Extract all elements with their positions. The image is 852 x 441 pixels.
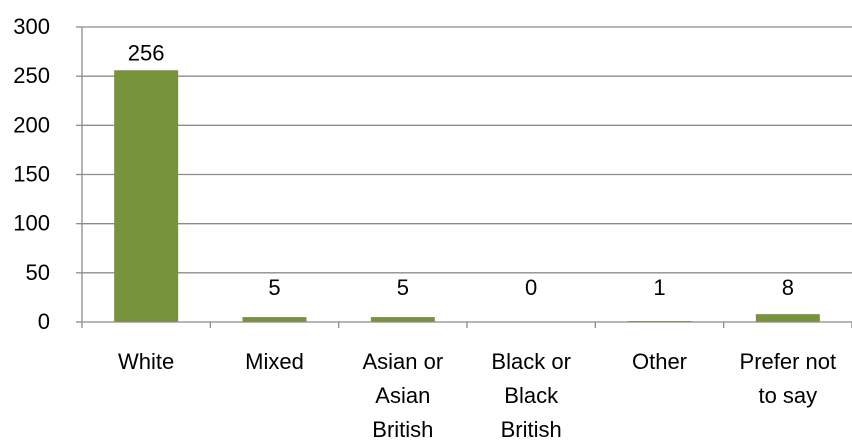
- y-tick-label-50: 50: [26, 260, 50, 285]
- gridlines: [82, 26, 852, 274]
- category-label-line: White: [118, 349, 174, 374]
- bar-prefer-not-to-say: [755, 314, 820, 322]
- y-tick-label-0: 0: [38, 309, 50, 334]
- category-label-line: Other: [632, 349, 687, 374]
- category-label-line: Asian: [375, 383, 430, 408]
- data-labels: 256 5 5 0 1 8: [128, 40, 794, 300]
- y-tick-label-100: 100: [13, 211, 50, 236]
- bar-white: [114, 70, 179, 323]
- category-label-line: Mixed: [245, 349, 304, 374]
- category-label-mixed: Mixed: [245, 349, 304, 374]
- data-label-other: 1: [653, 275, 665, 300]
- data-label-prefer-not-to-say: 8: [782, 275, 794, 300]
- y-tick-labels: 0 50 100 150 200 250 300: [13, 14, 50, 334]
- data-label-asian-or-asian-british: 5: [397, 275, 409, 300]
- category-label-line: Asian or: [362, 349, 443, 374]
- axes: [76, 26, 852, 328]
- category-label-line: British: [501, 417, 562, 441]
- category-label-other: Other: [632, 349, 687, 374]
- y-tick-label-300: 300: [13, 14, 50, 39]
- data-label-black-or-black-british: 0: [525, 275, 537, 300]
- y-tick-label-250: 250: [13, 63, 50, 88]
- bars: [114, 70, 820, 323]
- category-label-line: Black or: [491, 349, 570, 374]
- category-label-white: White: [118, 349, 174, 374]
- category-label-black-or-black-british: Black or Black British: [491, 349, 570, 441]
- category-label-line: Prefer not: [740, 349, 837, 374]
- data-label-white: 256: [128, 40, 165, 65]
- category-label-line: to say: [758, 383, 817, 408]
- data-label-mixed: 5: [268, 275, 280, 300]
- category-label-line: British: [372, 417, 433, 441]
- bar-mixed: [242, 317, 307, 322]
- y-tick-label-150: 150: [13, 162, 50, 187]
- category-label-asian-or-asian-british: Asian or Asian British: [362, 349, 443, 441]
- category-label-prefer-not-to-say: Prefer not to say: [740, 349, 837, 408]
- category-label-line: Black: [504, 383, 559, 408]
- bar-asian-or-asian-british: [370, 317, 435, 322]
- y-tick-label-200: 200: [13, 112, 50, 137]
